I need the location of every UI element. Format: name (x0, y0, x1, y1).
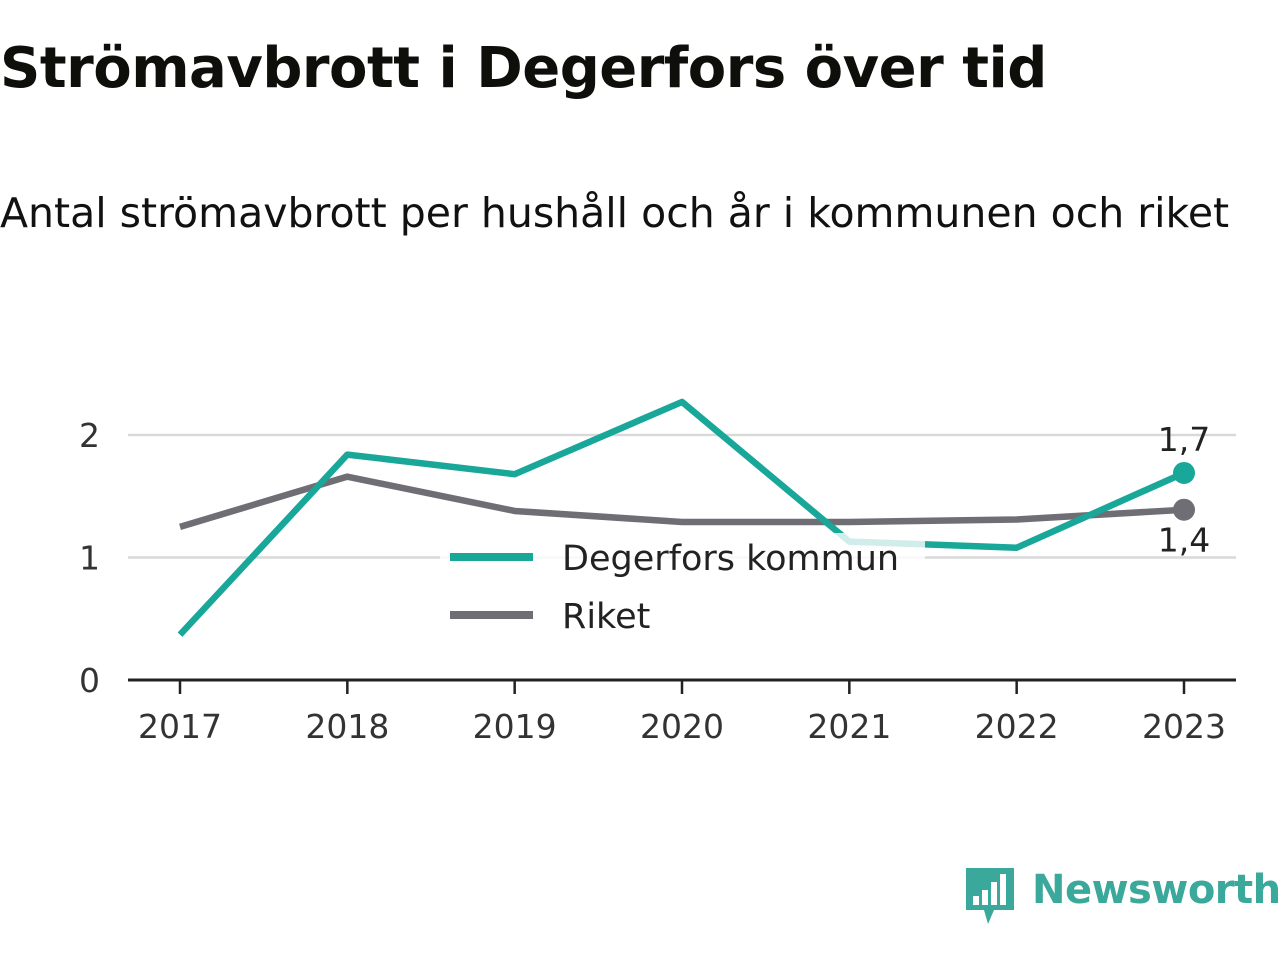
end-label-degerfors: 1,7 (1158, 420, 1210, 459)
y-axis-ticks: 0 1 2 (79, 416, 100, 700)
x-axis: 2017 2018 2019 2020 2021 2022 2023 (128, 678, 1236, 746)
brand-name: Newsworthy (1032, 867, 1280, 913)
x-tick-label: 2020 (640, 707, 724, 746)
end-labels: 1,7 1,4 (1158, 420, 1210, 560)
newsworthy-logo-icon (966, 868, 1014, 924)
legend-background (440, 533, 925, 643)
series-line (179, 473, 1185, 530)
legend-label: Riket (562, 597, 650, 637)
chart-title: Strömavbrott i Degerfors över tid (0, 36, 1047, 101)
series-end-point (1173, 461, 1195, 484)
legend-label: Degerfors kommun (562, 539, 899, 579)
y-tick-label: 2 (79, 416, 100, 455)
legend: Degerfors kommun Riket (440, 533, 925, 643)
x-tick-label: 2023 (1142, 707, 1226, 746)
x-tick-label: 2022 (975, 707, 1059, 746)
x-tick-label: 2021 (807, 707, 891, 746)
y-tick-label: 1 (79, 539, 100, 578)
y-tick-label: 0 (79, 661, 100, 700)
end-label-riket: 1,4 (1158, 521, 1210, 560)
series-lines (177, 398, 1195, 637)
newsworthy-logo: Newsworthy (964, 864, 1280, 928)
x-tick-label: 2017 (138, 707, 222, 746)
series-end-point (1173, 498, 1195, 521)
series-line (177, 398, 1186, 637)
x-tick-label: 2018 (305, 707, 389, 746)
x-tick-label: 2019 (473, 707, 557, 746)
chart-subtitle: Antal strömavbrott per hushåll och år i … (0, 189, 1230, 237)
